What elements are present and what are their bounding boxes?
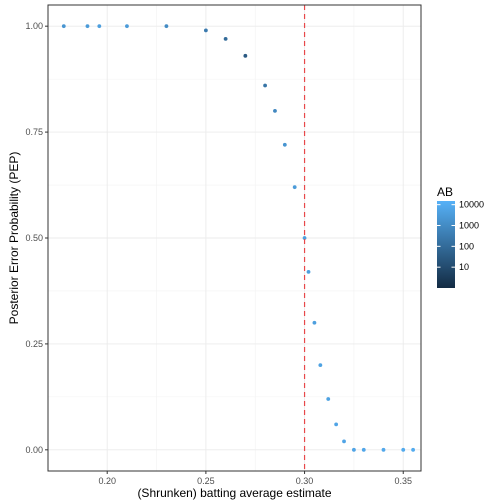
- data-point: [312, 320, 317, 325]
- legend-label: 100: [459, 241, 474, 251]
- data-point: [361, 447, 366, 452]
- y-tick-label: 0.25: [25, 339, 43, 349]
- data-point: [411, 447, 416, 452]
- legend-colorbar: [437, 201, 455, 288]
- data-point: [203, 28, 208, 33]
- data-point: [263, 83, 267, 88]
- legend-label: 10: [459, 262, 469, 272]
- y-tick-label: 0.00: [25, 445, 43, 455]
- y-axis: 0.00 0.25 0.50 0.75 1.00: [25, 21, 48, 455]
- data-point: [97, 24, 102, 29]
- x-tick-label: 0.25: [197, 476, 215, 486]
- data-point: [85, 24, 90, 29]
- data-point: [164, 24, 169, 29]
- plot-panel: [47, 4, 422, 472]
- y-axis-title: Posterior Error Probability (PEP): [7, 152, 21, 325]
- legend-label: 1000: [459, 221, 479, 231]
- data-point: [243, 53, 248, 58]
- color-legend: AB 10 100 1000 10000: [437, 185, 484, 288]
- data-point: [125, 24, 129, 29]
- x-axis-title: (Shrunken) batting average estimate: [137, 486, 331, 500]
- data-point: [282, 142, 287, 147]
- y-tick-label: 1.00: [25, 21, 43, 31]
- data-point: [401, 447, 406, 452]
- y-tick-label: 0.75: [25, 127, 43, 137]
- data-point: [292, 185, 297, 190]
- x-axis: 0.20 0.25 0.30 0.35: [98, 471, 412, 486]
- data-point: [334, 422, 339, 427]
- legend-title: AB: [437, 185, 453, 199]
- data-point: [326, 397, 331, 401]
- data-point: [302, 236, 307, 240]
- data-point: [381, 447, 386, 452]
- data-points: [61, 24, 416, 452]
- x-tick-label: 0.20: [98, 476, 116, 486]
- major-gridlines: [48, 5, 421, 471]
- data-point: [61, 24, 66, 29]
- x-tick-label: 0.35: [394, 476, 412, 486]
- y-tick-label: 0.50: [25, 233, 43, 243]
- data-point: [306, 269, 311, 274]
- data-point: [351, 447, 356, 452]
- legend-ticks: 10 100 1000 10000: [437, 200, 484, 272]
- data-point: [273, 109, 277, 113]
- data-point: [223, 36, 228, 41]
- x-tick-label: 0.30: [296, 476, 314, 486]
- legend-label: 10000: [459, 200, 484, 210]
- data-point: [342, 439, 346, 444]
- data-point: [318, 363, 323, 367]
